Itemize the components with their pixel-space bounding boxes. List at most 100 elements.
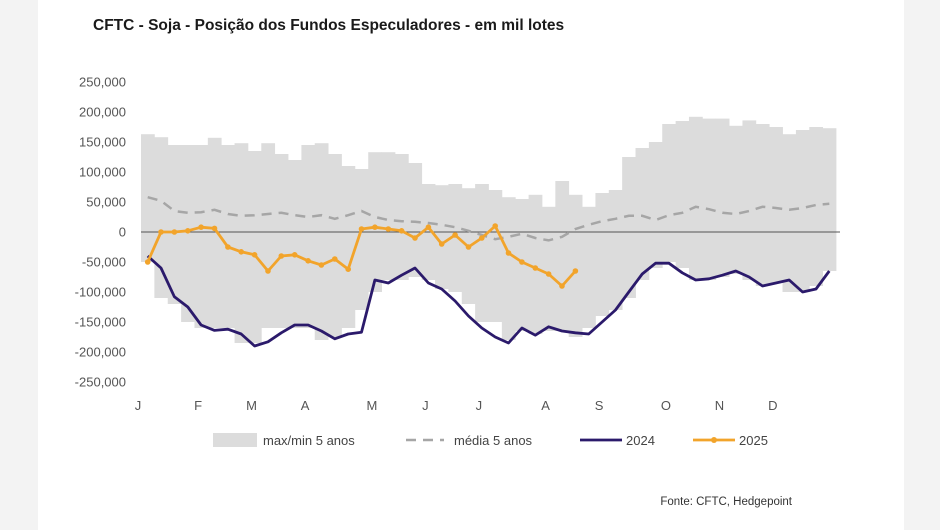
band-layer xyxy=(141,116,837,343)
series-2025-point xyxy=(332,256,338,262)
x-tick-label: J xyxy=(135,398,142,413)
y-tick-label: -50,000 xyxy=(82,255,126,270)
band-bar xyxy=(662,124,677,262)
band-bar xyxy=(448,184,463,292)
band-bar xyxy=(501,197,516,340)
band-bar xyxy=(261,143,276,328)
series-2025-point xyxy=(438,241,445,247)
series-2024 xyxy=(146,254,831,348)
series-2025-point xyxy=(385,226,392,232)
series-2025-point xyxy=(238,249,244,255)
legend-label-band: max/min 5 anos xyxy=(263,433,355,448)
band-bar xyxy=(234,143,249,343)
x-tick-label: N xyxy=(715,398,724,413)
series-2025-point xyxy=(559,283,565,289)
y-tick-label: 0 xyxy=(119,225,126,240)
x-tick-label: M xyxy=(366,398,377,413)
series-2025-point xyxy=(225,244,231,250)
series-2025-point xyxy=(291,252,298,258)
band-bar xyxy=(608,190,623,310)
chart-title: CFTC - Soja - Posição dos Fundos Especul… xyxy=(93,17,565,34)
y-tick-label: 50,000 xyxy=(86,195,126,210)
x-tick-label: J xyxy=(476,398,483,413)
band-bar xyxy=(368,152,382,292)
x-tick-label: S xyxy=(595,398,604,413)
band-bar xyxy=(648,142,663,268)
y-tick-label: 200,000 xyxy=(79,105,126,120)
series-2025-point xyxy=(211,225,218,232)
band-bar xyxy=(221,145,235,328)
band-bar xyxy=(247,151,262,343)
chart-panel: CFTC - Soja - Posição dos Fundos Especul… xyxy=(38,0,904,530)
series-2025-point xyxy=(278,253,285,259)
band-bar xyxy=(555,181,570,331)
x-tick-label: A xyxy=(301,398,310,413)
band-bar xyxy=(769,127,783,283)
band-bar xyxy=(729,125,743,274)
band-bar xyxy=(622,157,636,298)
band-bar xyxy=(568,194,583,337)
series-2025-point xyxy=(158,229,164,235)
series-2025-point xyxy=(505,250,512,256)
y-tick-label: -200,000 xyxy=(75,345,126,360)
source-note: Fonte: CFTC, Hedgepoint xyxy=(660,496,792,508)
series-2025-point xyxy=(412,235,418,241)
band-bar xyxy=(288,160,302,328)
band-bar xyxy=(408,163,423,277)
band-bar xyxy=(488,190,503,322)
series-2025-point xyxy=(171,229,178,235)
y-tick-label: 150,000 xyxy=(79,135,126,150)
series-2025-point xyxy=(452,232,458,238)
legend-swatch-band xyxy=(213,433,257,447)
legend-swatch-2025-dot xyxy=(711,437,717,443)
chart-svg: 250,000 200,000 150,000 100,000 50,000 0 -50,0… xyxy=(75,75,840,448)
band-bar xyxy=(755,124,770,286)
series-2025-point xyxy=(358,226,365,232)
series-2025-point xyxy=(345,266,352,273)
series-2025-point xyxy=(425,224,432,230)
band-bar xyxy=(582,206,596,328)
y-tick-label: -100,000 xyxy=(75,285,126,300)
y-axis: 250,000 200,000 150,000 100,000 50,000 0 -50,0… xyxy=(75,75,126,390)
band-bar xyxy=(194,145,209,328)
band-bar xyxy=(795,130,810,292)
series-layer xyxy=(144,195,831,348)
band-bar xyxy=(207,137,222,328)
x-tick-label: M xyxy=(246,398,257,413)
series-2025-point xyxy=(318,262,325,268)
band-bar xyxy=(702,118,717,280)
band-bar xyxy=(381,152,396,280)
series-2025-point xyxy=(572,268,579,274)
band-bar xyxy=(595,193,610,316)
band-bar xyxy=(475,184,489,322)
x-tick-label: O xyxy=(661,398,671,413)
x-tick-label: F xyxy=(194,398,202,413)
series-2025-point xyxy=(144,259,151,265)
series-2025-point xyxy=(251,252,258,258)
y-tick-label: -150,000 xyxy=(75,315,126,330)
legend: max/min 5 anos média 5 anos 2024 2025 xyxy=(213,433,768,448)
series-2025-point xyxy=(305,258,311,264)
band-bar xyxy=(675,121,690,268)
band-bar xyxy=(782,134,797,292)
band-bar xyxy=(715,118,730,277)
band-bar xyxy=(154,137,169,298)
legend-label-2024: 2024 xyxy=(626,433,655,448)
band-bar xyxy=(635,148,650,280)
legend-label-2025: 2025 xyxy=(739,433,768,448)
x-tick-label: J xyxy=(422,398,429,413)
y-tick-label: -250,000 xyxy=(75,375,126,390)
series-2025-point xyxy=(545,271,552,277)
band-bar xyxy=(541,206,556,331)
series-2025-point xyxy=(479,235,485,241)
band-bar xyxy=(528,194,543,334)
band-bar xyxy=(809,127,824,286)
series-2025-point xyxy=(198,224,204,230)
band-bar xyxy=(354,169,369,310)
series-2025-point xyxy=(465,244,472,250)
band-bar xyxy=(314,143,329,340)
band-bar xyxy=(301,145,316,328)
series-2025-point xyxy=(185,228,191,234)
y-tick-label: 100,000 xyxy=(79,165,126,180)
